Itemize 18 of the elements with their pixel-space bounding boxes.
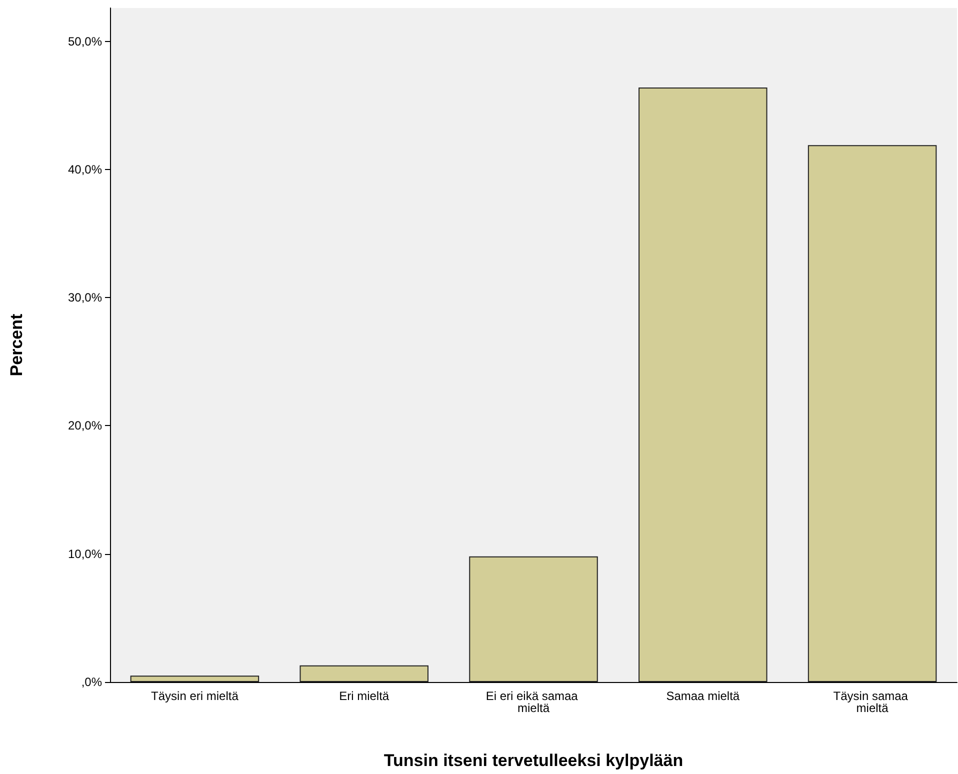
- bar: [638, 87, 768, 682]
- y-tick-label: 40,0%: [68, 162, 102, 176]
- y-tick-label: 30,0%: [68, 290, 102, 305]
- x-axis-title: Tunsin itseni tervetulleeksi kylpylään: [384, 751, 684, 770]
- y-tick-label: ,0%: [81, 675, 102, 689]
- y-tick-label: 10,0%: [68, 546, 102, 561]
- bar: [808, 145, 937, 682]
- x-tick-label: Täysin samaa mieltä: [833, 689, 912, 715]
- x-tick-label: Samaa mieltä: [666, 689, 740, 703]
- x-tick-label: Eri mieltä: [339, 689, 390, 703]
- bar: [130, 676, 260, 682]
- bar: [469, 556, 598, 682]
- y-tick-label: 50,0%: [68, 34, 102, 48]
- y-tick-label: 20,0%: [68, 418, 102, 433]
- x-tick-label: Ei eri eikä samaa mieltä: [486, 689, 582, 715]
- bar: [300, 665, 428, 682]
- y-axis-title: Percent: [7, 313, 26, 376]
- x-tick-label: Täysin eri mieltä: [151, 689, 239, 703]
